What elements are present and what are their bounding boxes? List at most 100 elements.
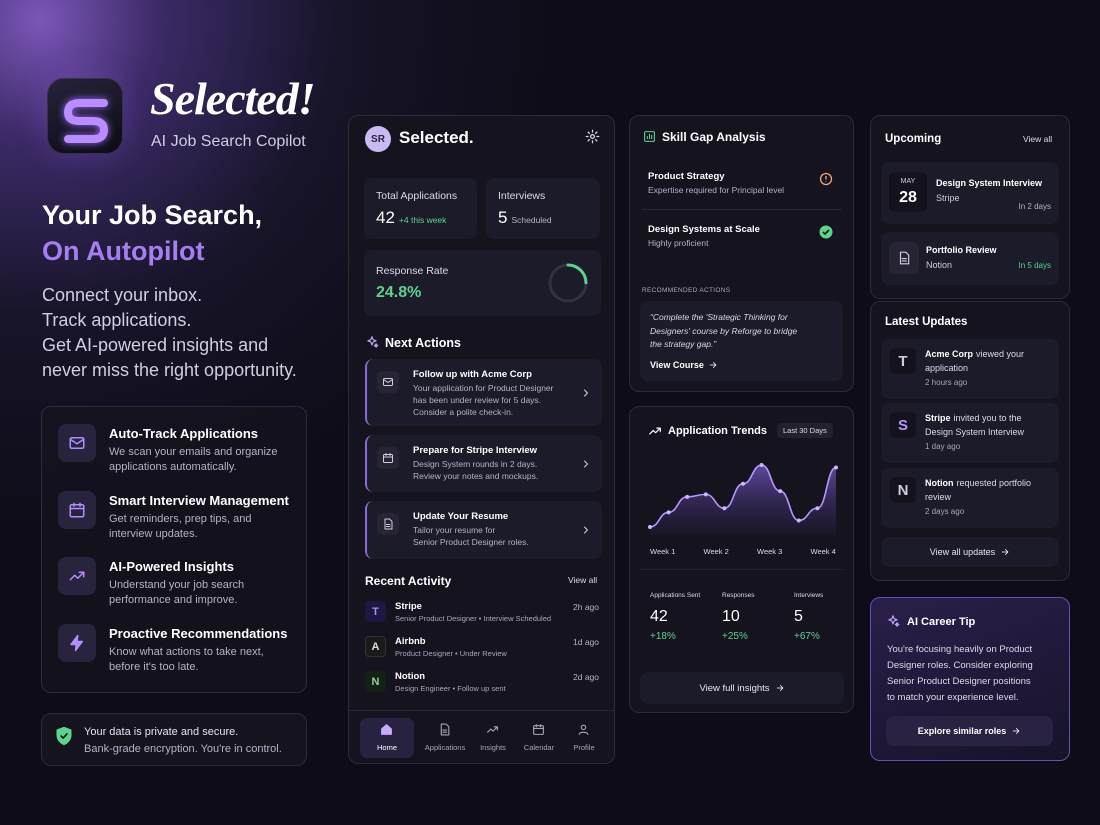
hero-title-accent: On Autopilot <box>42 236 205 266</box>
update-icon: S <box>890 412 916 438</box>
event-when: In 2 days <box>1018 202 1051 211</box>
action-item[interactable]: Follow up with Acme Corp Your application… <box>365 359 602 426</box>
icon-part <box>899 251 910 265</box>
feature-text: applications automatically. <box>109 461 237 473</box>
update-time: 2 days ago <box>925 507 965 516</box>
icon-part <box>649 427 661 435</box>
skill-text: Highly proficient <box>648 238 709 248</box>
nav-icon <box>532 723 545 736</box>
update-text: application <box>925 363 969 373</box>
icon-part <box>584 389 588 396</box>
action-item[interactable]: Update Your Resume Tailor your resume for… <box>365 501 602 559</box>
button-text: Explore similar roles <box>917 726 1007 736</box>
icon-part <box>56 726 72 746</box>
action-text: Senior Product Designer roles. <box>413 537 529 547</box>
icon-part <box>69 437 85 449</box>
nav-item[interactable]: Home <box>360 718 414 758</box>
nav-item[interactable]: Calendar <box>512 718 566 758</box>
brand-name: Selected! <box>150 73 316 124</box>
chevron <box>580 387 592 399</box>
update-line: Stripe invited you to the <box>925 413 1022 423</box>
explore-button[interactable]: Explore similar roles <box>886 716 1053 746</box>
feature-text: performance and improve. <box>109 594 238 606</box>
company-icon: A <box>365 636 386 657</box>
icon-part <box>367 336 379 348</box>
icon-part <box>69 571 85 581</box>
icon-part <box>819 172 833 186</box>
nav-item[interactable]: Profile <box>557 718 611 758</box>
link-text: View full insights <box>699 682 770 694</box>
nav-item[interactable]: Applications <box>418 718 472 758</box>
recommendation-card: “Complete the 'Strategic Thinking for Des… <box>640 301 843 381</box>
view-insights-button[interactable]: View full insights <box>640 672 844 704</box>
section-title: Next Actions <box>385 336 461 350</box>
icon-part <box>386 524 391 527</box>
view-updates-button[interactable]: View all updates <box>881 537 1059 567</box>
view-course-link[interactable]: View Course <box>650 360 718 370</box>
privacy-box: Your data is private and secure. Bank-gra… <box>41 713 307 766</box>
nav-label: Profile <box>573 743 595 752</box>
tip-text: Designer roles. Consider exploring <box>887 660 1033 671</box>
chevron <box>580 524 592 536</box>
icon-part <box>381 724 392 735</box>
icon-part <box>584 389 588 396</box>
app-panel: SR Selected. Total Applications 42 +4 this w… <box>348 115 615 764</box>
tip-text: to match your experience level. <box>887 692 1019 703</box>
hero-description: Connect your inbox. <box>42 285 203 305</box>
feature-text: before it's too late. <box>109 660 199 673</box>
icon-part <box>69 502 85 509</box>
action-item[interactable]: Prepare for Stripe Interview Design Syste… <box>365 435 602 492</box>
icon-part <box>440 723 450 736</box>
app-logo <box>47 78 123 154</box>
view-all-link[interactable]: View all <box>568 575 598 585</box>
update-card: T Acme Corp viewed your application 2 hours … <box>881 339 1059 399</box>
activity-company: Stripe <box>395 601 422 612</box>
response-card: Response Rate 24.8% <box>364 250 601 316</box>
nav-item[interactable]: Insights <box>466 718 520 758</box>
update-company: Acme Corp <box>925 349 974 359</box>
divider <box>640 569 844 570</box>
event-month: MAY <box>900 178 916 185</box>
event-icon <box>889 242 919 274</box>
update-text: Design System Interview <box>925 427 1025 437</box>
action-text: Review your notes and mockups. <box>413 471 539 481</box>
panel-icon <box>648 424 662 438</box>
stat-value: 5 <box>498 208 508 227</box>
action-title: Update Your Resume <box>413 511 509 522</box>
sparkle-icon <box>365 335 379 349</box>
x-axis-label: Week 1 <box>650 547 676 556</box>
trend-point <box>778 489 783 494</box>
icon-part <box>487 726 498 733</box>
icon-part <box>70 634 83 651</box>
icon-part <box>580 724 587 731</box>
link-text: View all updates <box>929 547 996 557</box>
shield-icon <box>54 726 74 746</box>
settings-button[interactable] <box>585 129 600 144</box>
event-company: Notion <box>926 260 953 270</box>
arrow-icon <box>1011 726 1021 736</box>
feature-title: Auto-Track Applications <box>109 426 259 441</box>
icon-part <box>819 172 833 186</box>
tip-panel: AI Career Tip You're focusing heavily on … <box>870 597 1070 761</box>
response-label: Response Rate <box>376 265 449 277</box>
trend-stat-value: 10 <box>722 608 740 625</box>
icon-part <box>901 258 907 262</box>
update-company: Stripe <box>925 413 951 423</box>
icon-part <box>585 129 600 144</box>
panel-title: Upcoming <box>885 133 942 145</box>
icon-part <box>533 724 544 729</box>
nav-label: Insights <box>480 743 506 752</box>
icon-part <box>1001 549 1009 555</box>
feature-text: interview updates. <box>109 527 198 540</box>
action-text: Design System rounds in 2 days. <box>413 459 538 469</box>
trend-point <box>815 506 820 511</box>
stat-row: 42 +4 this week <box>376 208 446 228</box>
icon-part <box>367 336 379 348</box>
update-icon: N <box>890 477 916 503</box>
icon-part <box>383 378 393 386</box>
view-all-link[interactable]: View all <box>1023 134 1053 144</box>
x-axis-label: Week 2 <box>703 547 729 556</box>
updates-panel: Latest Updates T Acme Corp viewed your appli… <box>870 301 1070 581</box>
recommendation-text: “Complete the 'Strategic Thinking for <box>650 312 788 322</box>
range-pill[interactable]: Last 30 Days <box>777 423 833 438</box>
